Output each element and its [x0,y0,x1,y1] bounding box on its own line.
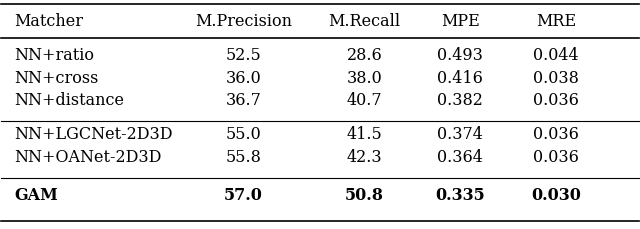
Text: 55.8: 55.8 [225,149,262,166]
Text: Matcher: Matcher [14,13,83,30]
Text: M.Precision: M.Precision [195,13,292,30]
Text: 38.0: 38.0 [347,70,383,87]
Text: 36.0: 36.0 [226,70,261,87]
Text: 52.5: 52.5 [226,47,261,64]
Text: 50.8: 50.8 [345,188,384,204]
Text: 0.335: 0.335 [435,188,485,204]
Text: NN+LGCNet-2D3D: NN+LGCNet-2D3D [14,126,173,143]
Text: 0.416: 0.416 [437,70,483,87]
Text: MPE: MPE [441,13,479,30]
Text: M.Recall: M.Recall [328,13,401,30]
Text: NN+ratio: NN+ratio [14,47,94,64]
Text: 0.038: 0.038 [533,70,579,87]
Text: 0.036: 0.036 [533,126,579,143]
Text: 42.3: 42.3 [347,149,383,166]
Text: 28.6: 28.6 [347,47,383,64]
Text: 0.364: 0.364 [437,149,483,166]
Text: 0.036: 0.036 [533,93,579,109]
Text: MRE: MRE [536,13,576,30]
Text: 41.5: 41.5 [347,126,383,143]
Text: 36.7: 36.7 [225,93,262,109]
Text: 0.374: 0.374 [437,126,483,143]
Text: 57.0: 57.0 [224,188,263,204]
Text: 0.030: 0.030 [531,188,580,204]
Text: NN+distance: NN+distance [14,93,124,109]
Text: 40.7: 40.7 [347,93,383,109]
Text: 0.493: 0.493 [437,47,483,64]
Text: 55.0: 55.0 [226,126,261,143]
Text: GAM: GAM [14,188,58,204]
Text: 0.382: 0.382 [437,93,483,109]
Text: 0.036: 0.036 [533,149,579,166]
Text: 0.044: 0.044 [533,47,579,64]
Text: NN+OANet-2D3D: NN+OANet-2D3D [14,149,161,166]
Text: NN+cross: NN+cross [14,70,99,87]
